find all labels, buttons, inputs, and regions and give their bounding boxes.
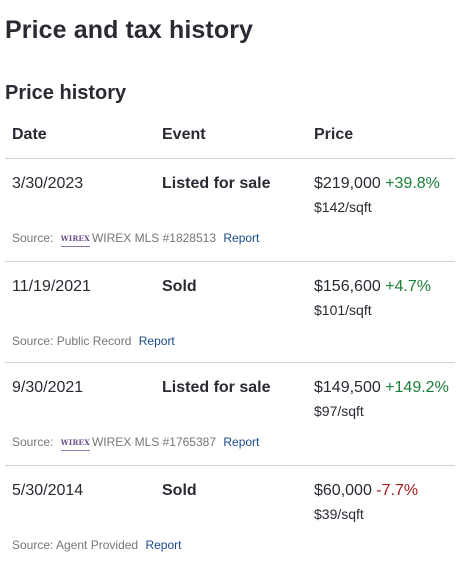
section-title: Price history (5, 82, 127, 104)
source-label: Source: (12, 334, 54, 348)
row-date: 5/30/2014 (12, 482, 84, 499)
wirex-logo-icon: WIREX (60, 436, 90, 451)
source-row: Source: WIREX WIREX MLS #1828513 Report (5, 216, 455, 262)
source-name: Public Record (56, 334, 132, 348)
row-change: +149.2% (385, 379, 449, 396)
source-label: Source: (12, 538, 54, 552)
row-price: $219,000 (314, 175, 381, 192)
row-price: $149,500 (314, 379, 381, 396)
row-date: 3/30/2023 (12, 175, 84, 192)
table-header-row: Date Event Price (5, 116, 455, 159)
report-link[interactable]: Report (223, 231, 260, 245)
row-event: Listed for sale (162, 379, 271, 396)
source-row: Source: WIREX WIREX MLS #1765387 Report (5, 420, 455, 466)
row-change: -7.7% (376, 482, 419, 499)
row-per-sqft: $101/sqft (314, 302, 372, 318)
source-name: WIREX MLS #1765387 (91, 435, 217, 449)
row-price-cell: $149,500 +149.2% $97/sqft (306, 363, 455, 421)
row-date: 9/30/2021 (12, 379, 84, 396)
row-event: Sold (162, 278, 197, 295)
row-per-sqft: $39/sqft (314, 506, 364, 522)
row-change: +39.8% (385, 175, 440, 192)
source-name: Agent Provided (56, 538, 139, 552)
table-row: 3/30/2023 Listed for sale $219,000 +39.8… (5, 159, 455, 217)
column-header-price: Price (306, 116, 455, 159)
wirex-logo-icon: WIREX (60, 232, 90, 247)
row-event: Listed for sale (162, 175, 271, 192)
row-price-cell: $156,600 +4.7% $101/sqft (306, 262, 455, 320)
row-per-sqft: $142/sqft (314, 199, 372, 215)
source-label: Source: (12, 231, 54, 245)
row-event: Sold (162, 482, 197, 499)
report-link[interactable]: Report (145, 538, 182, 552)
report-link[interactable]: Report (223, 435, 260, 449)
column-header-event: Event (155, 116, 306, 159)
page-title: Price and tax history (5, 16, 254, 44)
table-row: 5/30/2014 Sold $60,000 -7.7% $39/sqft (5, 466, 455, 524)
source-row: Source: Agent Provided Report (5, 523, 455, 566)
row-price-cell: $60,000 -7.7% $39/sqft (306, 466, 455, 524)
price-tax-history: Price and tax history Price history Date… (5, 16, 455, 566)
row-change: +4.7% (385, 278, 431, 295)
row-price-cell: $219,000 +39.8% $142/sqft (306, 159, 455, 217)
row-date: 11/19/2021 (12, 278, 91, 295)
row-price: $156,600 (314, 278, 381, 295)
price-history-table: Date Event Price 3/30/2023 Listed for sa… (5, 116, 455, 566)
table-row: 9/30/2021 Listed for sale $149,500 +149.… (5, 363, 455, 421)
report-link[interactable]: Report (138, 334, 175, 348)
source-name: WIREX MLS #1828513 (91, 231, 217, 245)
row-price: $60,000 (314, 482, 372, 499)
table-row: 11/19/2021 Sold $156,600 +4.7% $101/sqft (5, 262, 455, 320)
source-row: Source: Public Record Report (5, 319, 455, 363)
column-header-date: Date (5, 116, 155, 159)
row-per-sqft: $97/sqft (314, 403, 364, 419)
source-label: Source: (12, 435, 54, 449)
